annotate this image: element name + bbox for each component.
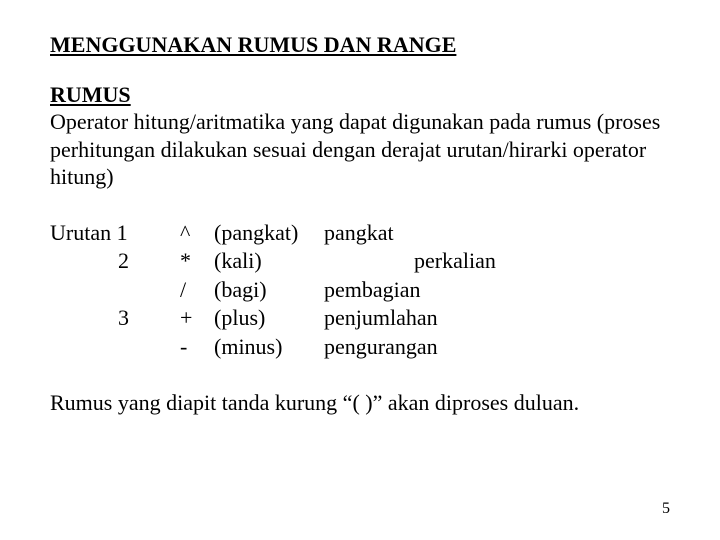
operator-paren: (bagi) [214, 276, 324, 305]
operator-symbol: / [180, 276, 214, 305]
operator-meaning: penjumlahan [324, 304, 524, 333]
urutan-label [50, 276, 180, 305]
operator-meaning: perkalian [324, 247, 524, 276]
urutan-label: Urutan 1 [50, 219, 180, 248]
operator-symbol: ^ [180, 219, 214, 248]
page-title: MENGGUNAKAN RUMUS DAN RANGE [50, 32, 670, 58]
operator-paren: (minus) [214, 333, 324, 362]
operator-meaning: pengurangan [324, 333, 524, 362]
operator-paren: (kali) [214, 247, 324, 276]
operator-meaning: pembagian [324, 276, 524, 305]
operator-meaning: pangkat [324, 219, 524, 248]
operator-symbol: + [180, 304, 214, 333]
urutan-label: 3 [50, 304, 180, 333]
operator-table: Urutan 1^(pangkat)pangkat 2*(kali)perkali… [50, 219, 670, 362]
section-description: Operator hitung/aritmatika yang dapat di… [50, 108, 670, 191]
urutan-label: 2 [50, 247, 180, 276]
page-number: 5 [662, 500, 670, 518]
operator-paren: (plus) [214, 304, 324, 333]
section-subtitle: RUMUS [50, 82, 670, 108]
operator-symbol: * [180, 247, 214, 276]
footer-note: Rumus yang diapit tanda kurung “( )” aka… [50, 389, 670, 417]
urutan-label [50, 333, 180, 362]
operator-paren: (pangkat) [214, 219, 324, 248]
operator-symbol: - [180, 333, 214, 362]
